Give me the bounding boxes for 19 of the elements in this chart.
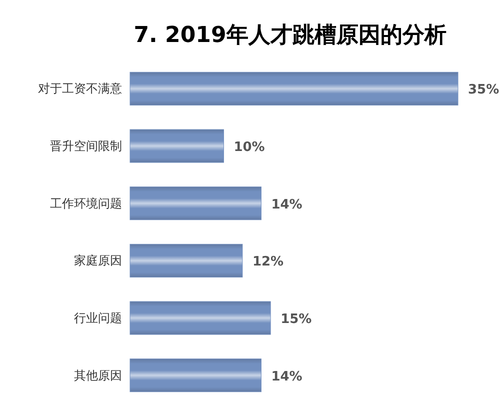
data-label: 14% [271,369,302,384]
data-label: 35% [468,82,500,98]
bar [130,129,224,163]
data-label: 10% [234,140,265,155]
y-tick-label: 其他原因 [74,368,122,382]
bar [130,358,262,392]
y-tick-label: 行业问题 [74,311,122,325]
y-tick-label: 对于工资不满意 [38,82,122,96]
y-tick-label: 晋升空间限制 [50,139,122,153]
data-label: 12% [252,254,284,270]
y-tick-label: 工作环境问题 [50,196,122,210]
y-tick-label: 家庭原因 [74,254,122,268]
data-label: 14% [271,197,302,212]
bar [130,72,458,106]
bar [130,186,262,220]
bar [130,301,271,335]
bar [130,244,243,278]
chart-title: 7. 2019年人才跳槽原因的分析 [134,23,446,48]
data-label: 15% [280,312,312,327]
